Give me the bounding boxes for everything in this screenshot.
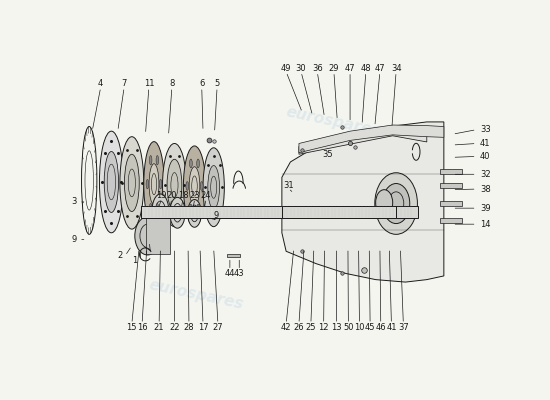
- Polygon shape: [299, 125, 444, 153]
- Ellipse shape: [156, 156, 158, 165]
- Text: 48: 48: [361, 64, 371, 72]
- Text: 45: 45: [365, 323, 375, 332]
- Bar: [439, 201, 462, 206]
- Text: eurospares: eurospares: [284, 104, 382, 139]
- Text: 40: 40: [480, 152, 491, 161]
- Text: 38: 38: [480, 184, 491, 194]
- Text: 26: 26: [294, 323, 304, 332]
- Bar: [227, 254, 240, 258]
- Ellipse shape: [150, 156, 152, 165]
- Text: 27: 27: [213, 323, 223, 332]
- Text: 11: 11: [144, 79, 154, 88]
- Ellipse shape: [200, 182, 203, 190]
- Text: 12: 12: [318, 323, 329, 332]
- Ellipse shape: [150, 203, 152, 213]
- Ellipse shape: [183, 146, 206, 226]
- Text: 49: 49: [281, 64, 292, 72]
- Ellipse shape: [190, 159, 192, 168]
- Bar: [141, 206, 418, 218]
- Text: 15: 15: [126, 323, 137, 332]
- Ellipse shape: [203, 148, 224, 227]
- Text: 21: 21: [154, 323, 164, 332]
- Text: 2: 2: [117, 252, 123, 260]
- Text: 23: 23: [190, 191, 200, 200]
- Text: 22: 22: [169, 323, 180, 332]
- Text: 41: 41: [386, 323, 397, 332]
- Text: 20: 20: [167, 191, 177, 200]
- Ellipse shape: [197, 159, 200, 168]
- Text: 6: 6: [199, 79, 205, 88]
- Text: 30: 30: [296, 64, 306, 72]
- Ellipse shape: [375, 173, 417, 234]
- Ellipse shape: [152, 194, 169, 230]
- Ellipse shape: [104, 152, 119, 212]
- Text: 1: 1: [132, 256, 138, 265]
- Text: 29: 29: [329, 64, 339, 72]
- Text: 46: 46: [376, 323, 386, 332]
- Text: 50: 50: [343, 323, 354, 332]
- Bar: [439, 183, 462, 188]
- Text: 8: 8: [169, 79, 174, 88]
- Text: 41: 41: [480, 139, 491, 148]
- Bar: [282, 206, 396, 218]
- Text: 14: 14: [480, 220, 491, 229]
- Text: eurospares: eurospares: [148, 277, 245, 312]
- Text: 42: 42: [281, 323, 292, 332]
- Text: 13: 13: [331, 323, 342, 332]
- Text: 44: 44: [224, 269, 235, 278]
- Ellipse shape: [100, 131, 123, 233]
- Ellipse shape: [376, 190, 393, 216]
- Polygon shape: [282, 122, 444, 282]
- Text: 4: 4: [98, 79, 103, 88]
- Text: 28: 28: [184, 323, 194, 332]
- Ellipse shape: [189, 167, 200, 205]
- Text: 16: 16: [137, 323, 147, 332]
- Text: eurospares: eurospares: [318, 216, 416, 250]
- Ellipse shape: [382, 184, 410, 224]
- Text: 43: 43: [234, 269, 245, 278]
- Ellipse shape: [124, 154, 139, 212]
- Text: 39: 39: [480, 204, 491, 213]
- Text: 19: 19: [156, 191, 167, 200]
- Text: 9: 9: [72, 235, 76, 244]
- Text: 24: 24: [201, 191, 211, 200]
- Text: 32: 32: [480, 170, 491, 179]
- Text: 33: 33: [480, 125, 491, 134]
- Ellipse shape: [208, 166, 219, 209]
- Ellipse shape: [186, 182, 189, 190]
- Text: 37: 37: [398, 323, 409, 332]
- Ellipse shape: [190, 204, 192, 213]
- Ellipse shape: [144, 142, 164, 227]
- Ellipse shape: [197, 204, 200, 213]
- Ellipse shape: [146, 180, 148, 189]
- Bar: [146, 216, 170, 254]
- Ellipse shape: [167, 159, 182, 211]
- Ellipse shape: [163, 144, 186, 227]
- Text: 9: 9: [213, 211, 218, 220]
- Text: 5: 5: [214, 79, 219, 88]
- Ellipse shape: [156, 203, 158, 213]
- Text: 35: 35: [322, 150, 333, 159]
- Bar: [439, 218, 462, 223]
- Text: 36: 36: [312, 64, 323, 72]
- Ellipse shape: [149, 164, 159, 204]
- Text: 47: 47: [345, 64, 355, 72]
- Ellipse shape: [160, 180, 162, 189]
- Ellipse shape: [170, 197, 185, 228]
- Ellipse shape: [135, 217, 161, 255]
- Text: 10: 10: [354, 323, 365, 332]
- Polygon shape: [299, 128, 427, 154]
- Bar: [439, 169, 462, 174]
- Text: 25: 25: [306, 323, 316, 332]
- Text: 18: 18: [178, 191, 188, 200]
- Text: 31: 31: [283, 180, 294, 190]
- Text: 3: 3: [71, 198, 76, 206]
- Ellipse shape: [120, 137, 144, 229]
- Ellipse shape: [188, 200, 201, 227]
- Text: 47: 47: [375, 64, 385, 72]
- Text: 34: 34: [391, 64, 401, 72]
- Text: 17: 17: [197, 323, 208, 332]
- Text: 7: 7: [122, 79, 127, 88]
